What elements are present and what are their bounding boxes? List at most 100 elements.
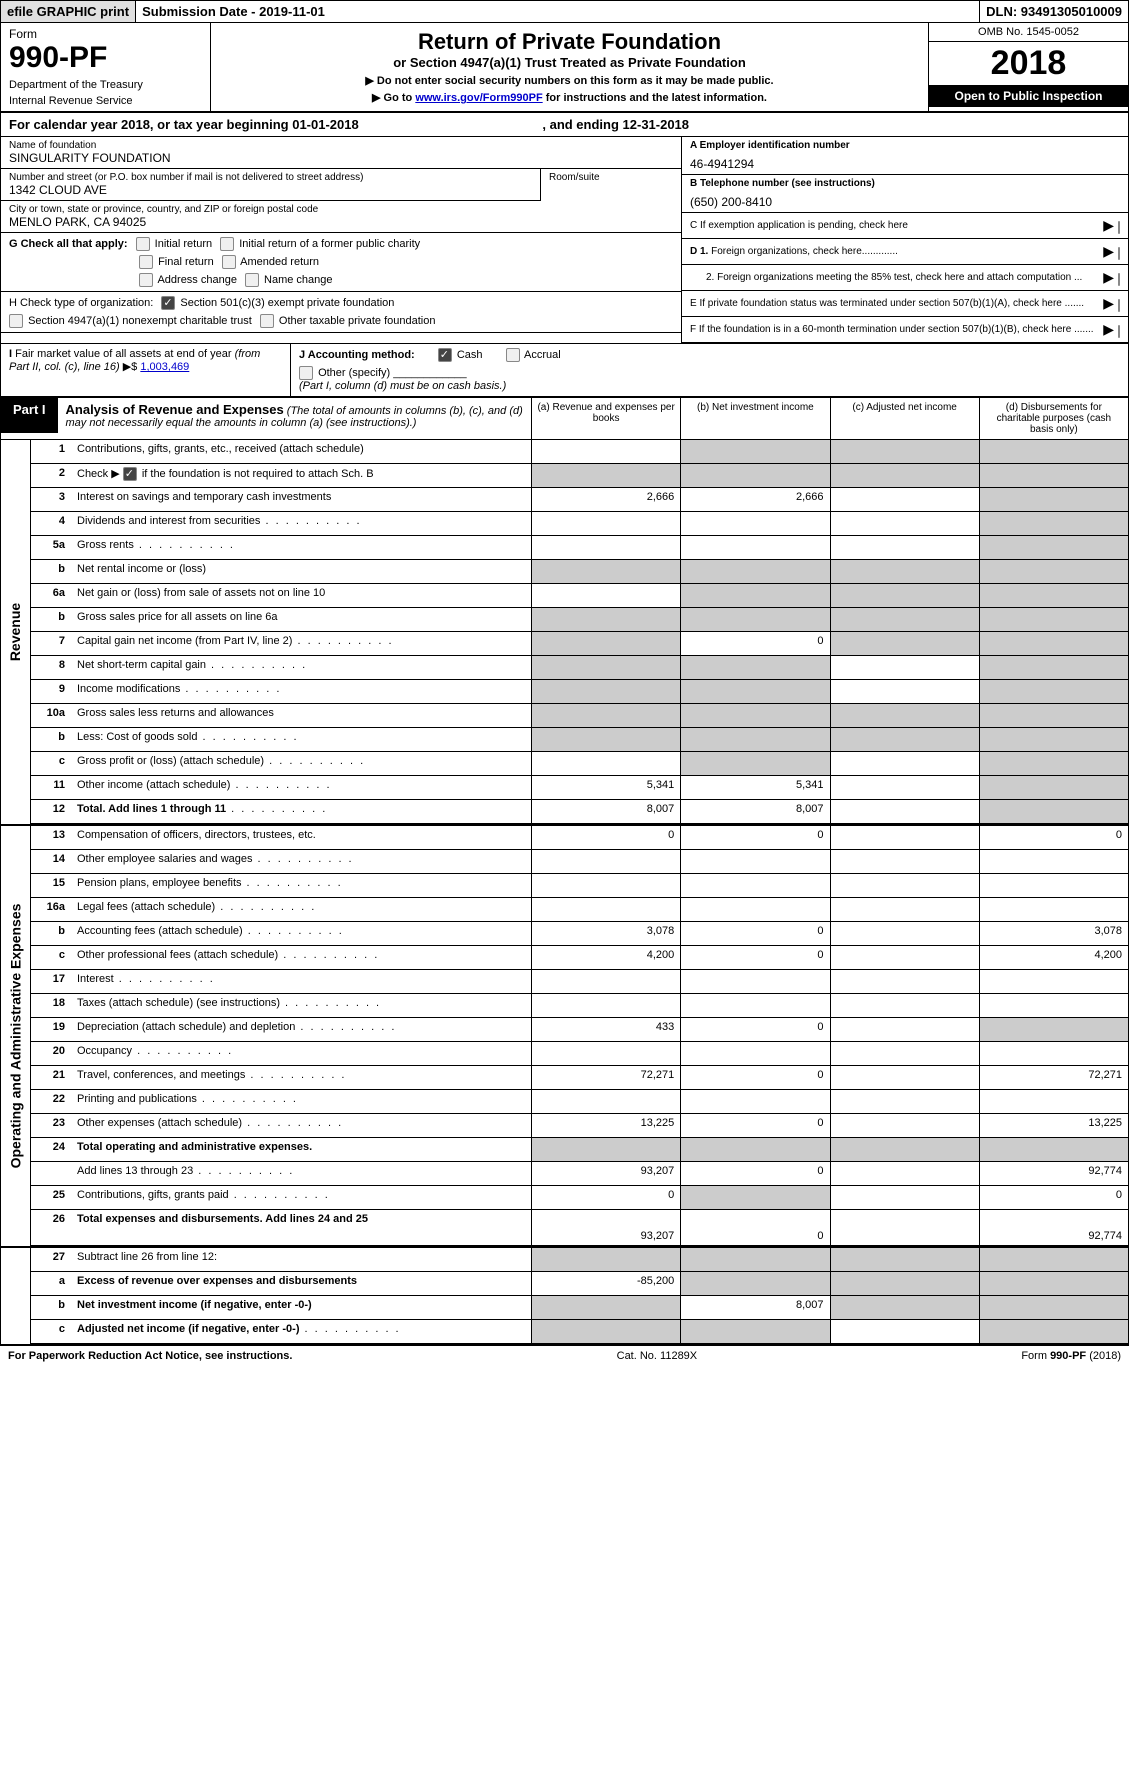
instruction-1: ▶ Do not enter social security numbers o… — [217, 74, 922, 87]
ein-cell: A Employer identification number 46-4941… — [682, 137, 1128, 175]
table-row: 27Subtract line 26 from line 12: — [31, 1248, 1128, 1272]
expenses-section: Operating and Administrative Expenses 13… — [1, 824, 1128, 1246]
table-row: bAccounting fees (attach schedule)3,0780… — [31, 922, 1128, 946]
page-footer: For Paperwork Reduction Act Notice, see … — [0, 1345, 1129, 1366]
entity-info: Name of foundation SINGULARITY FOUNDATIO… — [1, 137, 1128, 344]
fair-market-row: I Fair market value of all assets at end… — [1, 344, 1128, 397]
amended-return-checkbox[interactable] — [222, 255, 236, 269]
form-id-block: Form 990-PF Department of the Treasury I… — [1, 23, 211, 111]
table-row: 21Travel, conferences, and meetings72,27… — [31, 1066, 1128, 1090]
accrual-checkbox[interactable] — [506, 348, 520, 362]
table-row: 13Compensation of officers, directors, t… — [31, 826, 1128, 850]
table-row: 12Total. Add lines 1 through 118,0078,00… — [31, 800, 1128, 824]
table-row: 16aLegal fees (attach schedule) — [31, 898, 1128, 922]
table-row: 23Other expenses (attach schedule)13,225… — [31, 1114, 1128, 1138]
foundation-name-cell: Name of foundation SINGULARITY FOUNDATIO… — [1, 137, 681, 169]
address-change-checkbox[interactable] — [139, 273, 153, 287]
other-taxable-checkbox[interactable] — [260, 314, 274, 328]
table-row: 4Dividends and interest from securities — [31, 512, 1128, 536]
i-fair-market: I Fair market value of all assets at end… — [1, 344, 291, 396]
h-checks: H Check type of organization: Section 50… — [1, 292, 681, 333]
dln: DLN: 93491305010009 — [980, 1, 1128, 22]
table-row: 14Other employee salaries and wages — [31, 850, 1128, 874]
table-row: aExcess of revenue over expenses and dis… — [31, 1272, 1128, 1296]
table-row: 17Interest — [31, 970, 1128, 994]
table-row: 1Contributions, gifts, grants, etc., rec… — [31, 440, 1128, 464]
table-row: 8Net short-term capital gain — [31, 656, 1128, 680]
d1-check: D 1. Foreign organizations, check here..… — [682, 239, 1128, 265]
g-checks: G Check all that apply: Initial return I… — [1, 233, 681, 292]
table-row: 2Check ▶ if the foundation is not requir… — [31, 464, 1128, 488]
d1-checkbox[interactable] — [1118, 247, 1120, 260]
form-header: Form 990-PF Department of the Treasury I… — [1, 23, 1128, 113]
revenue-side-label: Revenue — [1, 440, 31, 824]
subtitle: or Section 4947(a)(1) Trust Treated as P… — [217, 55, 922, 70]
efile-label: efile GRAPHIC print — [1, 1, 136, 22]
table-row: 7Capital gain net income (from Part IV, … — [31, 632, 1128, 656]
f-checkbox[interactable] — [1118, 325, 1120, 338]
table-row: 3Interest on savings and temporary cash … — [31, 488, 1128, 512]
main-title: Return of Private Foundation — [217, 29, 922, 55]
city-cell: City or town, state or province, country… — [1, 201, 681, 233]
e-check: E If private foundation status was termi… — [682, 291, 1128, 317]
d2-check: 2. Foreign organizations meeting the 85%… — [682, 265, 1128, 291]
col-d-header: (d) Disbursements for charitable purpose… — [979, 398, 1128, 439]
col-c-header: (c) Adjusted net income — [830, 398, 979, 439]
instructions-link[interactable]: www.irs.gov/Form990PF — [415, 92, 542, 104]
part1-header-row: Part I Analysis of Revenue and Expenses … — [1, 397, 1128, 440]
4947-checkbox[interactable] — [9, 314, 23, 328]
calendar-year-row: For calendar year 2018, or tax year begi… — [1, 113, 1128, 137]
d2-checkbox[interactable] — [1118, 273, 1120, 286]
table-row: cGross profit or (loss) (attach schedule… — [31, 752, 1128, 776]
table-row: bNet investment income (if negative, ent… — [31, 1296, 1128, 1320]
expenses-side-label: Operating and Administrative Expenses — [1, 826, 31, 1246]
table-row: 6aNet gain or (loss) from sale of assets… — [31, 584, 1128, 608]
initial-former-checkbox[interactable] — [220, 237, 234, 251]
table-row: 9Income modifications — [31, 680, 1128, 704]
net-section: 27Subtract line 26 from line 12: aExcess… — [1, 1246, 1128, 1344]
table-row: 25Contributions, gifts, grants paid00 — [31, 1186, 1128, 1210]
j-accounting: J Accounting method: Cash Accrual Other … — [291, 344, 1128, 396]
year-block: OMB No. 1545-0052 2018 Open to Public In… — [928, 23, 1128, 111]
table-row: 11Other income (attach schedule)5,3415,3… — [31, 776, 1128, 800]
part1-label: Part I — [1, 398, 58, 433]
table-row: 24Total operating and administrative exp… — [31, 1138, 1128, 1162]
open-to-public: Open to Public Inspection — [929, 85, 1128, 107]
sch-b-checkbox[interactable] — [123, 467, 137, 481]
initial-return-checkbox[interactable] — [136, 237, 150, 251]
phone-cell: B Telephone number (see instructions) (6… — [682, 175, 1128, 213]
table-row: 26Total expenses and disbursements. Add … — [31, 1210, 1128, 1246]
form-number: 990-PF — [9, 41, 202, 75]
form-container: efile GRAPHIC print Submission Date - 20… — [0, 0, 1129, 1345]
final-return-checkbox[interactable] — [139, 255, 153, 269]
irs-label: Internal Revenue Service — [9, 95, 202, 107]
table-row: 15Pension plans, employee benefits — [31, 874, 1128, 898]
room-suite-cell: Room/suite — [541, 169, 681, 201]
table-row: 22Printing and publications — [31, 1090, 1128, 1114]
col-b-header: (b) Net investment income — [680, 398, 829, 439]
c-checkbox[interactable] — [1118, 221, 1120, 234]
table-row: 20Occupancy — [31, 1042, 1128, 1066]
c-check: C If exemption application is pending, c… — [682, 213, 1128, 239]
f-check: F If the foundation is in a 60-month ter… — [682, 317, 1128, 343]
form-label: Form — [9, 27, 202, 41]
table-row: cOther professional fees (attach schedul… — [31, 946, 1128, 970]
table-row: Add lines 13 through 2393,207092,774 — [31, 1162, 1128, 1186]
table-row: cAdjusted net income (if negative, enter… — [31, 1320, 1128, 1344]
tax-year: 2018 — [929, 42, 1128, 85]
table-row: 5aGross rents — [31, 536, 1128, 560]
cash-checkbox[interactable] — [438, 348, 452, 362]
col-a-header: (a) Revenue and expenses per books — [531, 398, 680, 439]
title-block: Return of Private Foundation or Section … — [211, 23, 928, 111]
other-specify-checkbox[interactable] — [299, 366, 313, 380]
e-checkbox[interactable] — [1118, 299, 1120, 312]
table-row: 10aGross sales less returns and allowanc… — [31, 704, 1128, 728]
address-cell: Number and street (or P.O. box number if… — [1, 169, 541, 201]
revenue-section: Revenue 1Contributions, gifts, grants, e… — [1, 440, 1128, 824]
table-row: bGross sales price for all assets on lin… — [31, 608, 1128, 632]
fmv-value: 1,003,469 — [140, 361, 189, 373]
501c3-checkbox[interactable] — [161, 296, 175, 310]
dept-treasury: Department of the Treasury — [9, 79, 202, 91]
omb-number: OMB No. 1545-0052 — [929, 23, 1128, 42]
name-change-checkbox[interactable] — [245, 273, 259, 287]
